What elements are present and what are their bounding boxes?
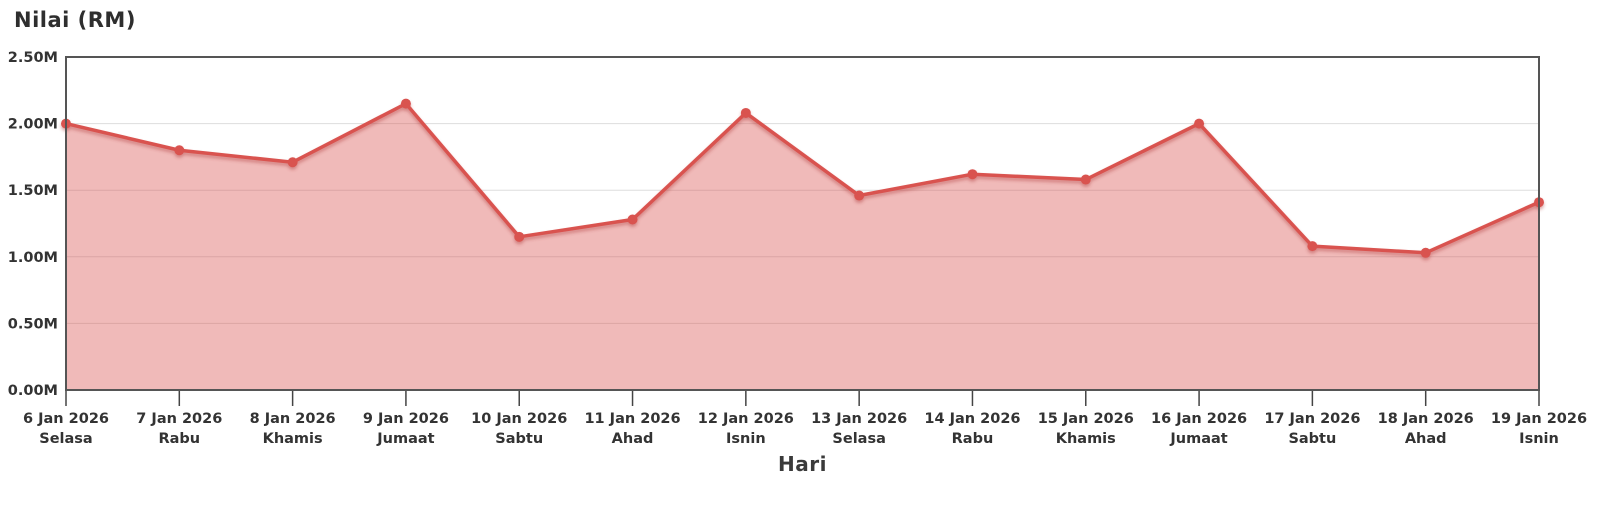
chart-title: Nilai (RM) [14,8,136,32]
x-tick-label-day: Rabu [158,431,200,447]
x-tick-label-date: 17 Jan 2026 [1264,411,1360,427]
y-tick-label: 1.00M [8,250,58,266]
data-point[interactable] [1194,118,1205,129]
x-tick-label-date: 14 Jan 2026 [924,411,1020,427]
x-tick-label-date: 6 Jan 2026 [23,411,109,427]
data-point[interactable] [514,231,525,242]
x-tick-label-day: Khamis [1056,431,1116,447]
x-axis-title: Hari [778,452,827,476]
x-tick-label-date: 15 Jan 2026 [1038,411,1134,427]
x-tick-label-day: Khamis [263,431,323,447]
y-tick-label: 1.50M [8,183,58,199]
x-tick-label-day: Selasa [832,431,885,447]
x-tick-label-date: 8 Jan 2026 [250,411,336,427]
y-tick-label: 2.50M [8,50,58,66]
data-point[interactable] [174,145,185,156]
data-point[interactable] [1420,247,1431,258]
x-tick-label-date: 13 Jan 2026 [811,411,907,427]
x-tick-label-day: Selasa [39,431,92,447]
y-tick-label: 0.50M [8,316,58,332]
x-tick-label-date: 10 Jan 2026 [471,411,567,427]
data-point[interactable] [400,98,411,109]
data-point[interactable] [627,214,638,225]
trend-line-group [61,98,1544,258]
x-tick-label-day: Sabtu [1288,431,1336,447]
plot-border [65,56,1540,391]
x-tick-label-day: Rabu [952,431,994,447]
x-tick-label-day: Isnin [726,431,766,447]
x-tick-label-date: 16 Jan 2026 [1151,411,1247,427]
x-tick-label-date: 19 Jan 2026 [1491,411,1587,427]
x-tick-label-day: Isnin [1519,431,1559,447]
x-tick-label-date: 18 Jan 2026 [1378,411,1474,427]
data-point[interactable] [740,107,751,118]
y-tick-label: 2.00M [8,117,58,133]
data-point[interactable] [1080,174,1091,185]
data-point[interactable] [967,169,978,180]
x-tick-label-day: Sabtu [495,431,543,447]
y-tick-label: 0.00M [8,383,58,399]
data-point[interactable] [287,157,298,168]
data-point[interactable] [854,190,865,201]
x-tick-label-day: Jumaat [1169,431,1227,447]
x-tick-label-day: Jumaat [376,431,434,447]
trend-line [64,101,1541,255]
x-tick-label-day: Ahad [612,431,654,447]
data-point[interactable] [1307,241,1318,252]
area-fill [66,103,1539,391]
x-tick-label-day: Ahad [1405,431,1447,447]
x-tick-label-date: 9 Jan 2026 [363,411,449,427]
x-tick-label-date: 7 Jan 2026 [136,411,222,427]
x-tick-label-date: 12 Jan 2026 [698,411,794,427]
x-tick-label-date: 11 Jan 2026 [584,411,680,427]
